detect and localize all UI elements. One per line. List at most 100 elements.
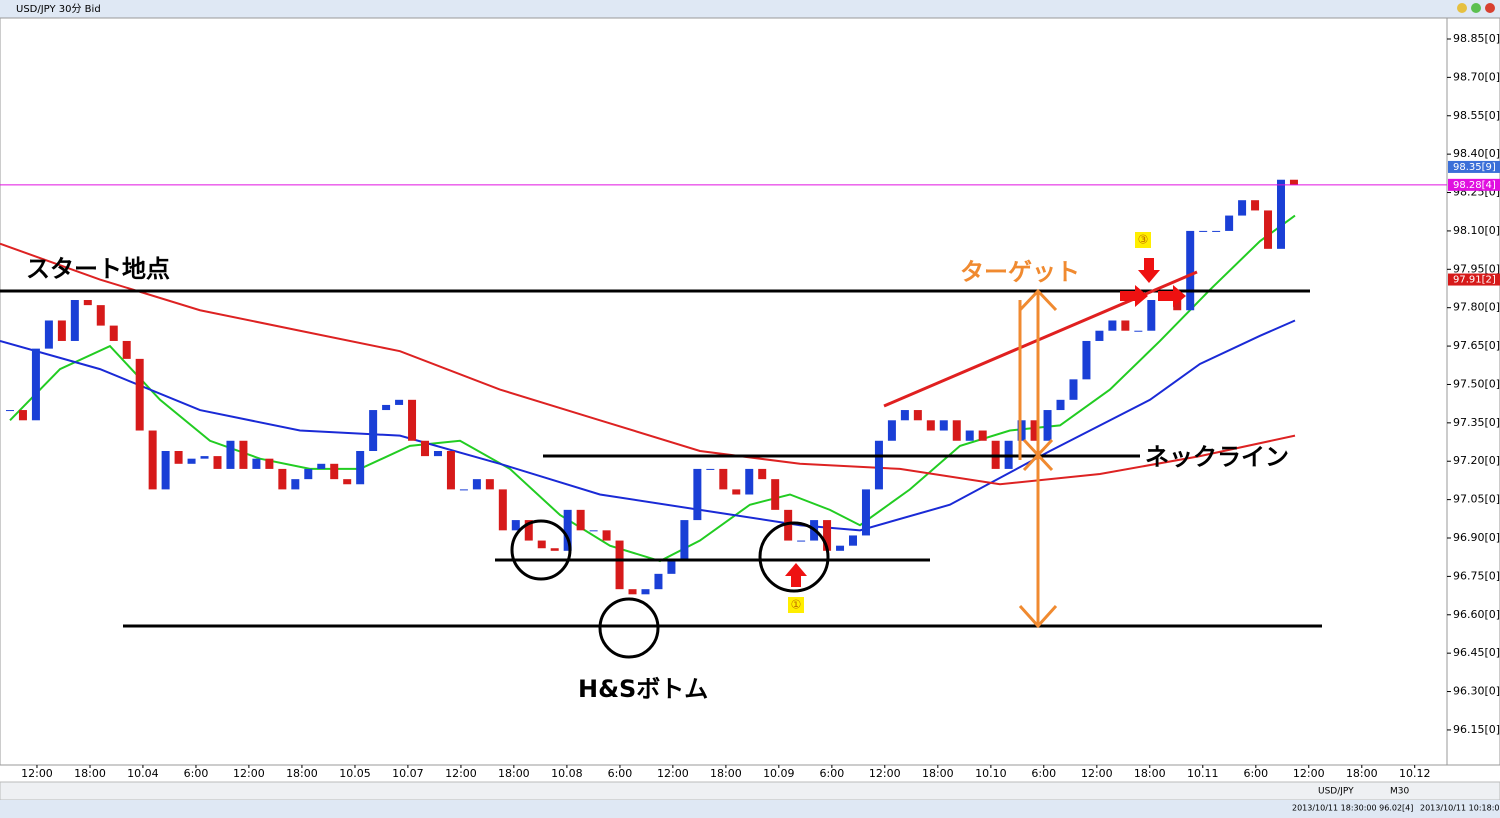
candle <box>719 468 728 490</box>
y-tick-label: 96.90[0] <box>1453 531 1500 544</box>
right-shoulder-circle <box>758 521 830 593</box>
status-timeframe[interactable]: M30 <box>1390 787 1409 797</box>
x-tick-label: 12:00 <box>869 767 901 780</box>
candle <box>96 305 105 326</box>
x-tick-label: 12:00 <box>657 767 689 780</box>
minimize-button[interactable] <box>1457 3 1467 13</box>
scrollbar[interactable] <box>0 781 1500 801</box>
annotation: ネックライン <box>1145 443 1289 471</box>
y-tick-label: 96.30[0] <box>1453 685 1500 698</box>
candle <box>771 479 780 510</box>
candle <box>667 561 676 574</box>
candle <box>57 320 66 341</box>
candle <box>848 535 857 546</box>
candle <box>511 520 520 531</box>
candle <box>161 450 170 490</box>
annotation: H&Sボトム <box>578 675 708 703</box>
candle <box>135 358 144 431</box>
candle <box>797 540 806 542</box>
x-tick-label: 18:00 <box>922 767 954 780</box>
candle <box>1069 379 1078 400</box>
y-tick-label: 96.60[0] <box>1453 608 1500 621</box>
candle <box>1147 300 1156 331</box>
drawings <box>0 270 1322 659</box>
candle <box>1276 179 1285 249</box>
candle <box>654 573 663 590</box>
candle <box>226 440 235 469</box>
candle <box>70 300 79 341</box>
y-tick-label: 96.15[0] <box>1453 723 1500 736</box>
maximize-button[interactable] <box>1471 3 1481 13</box>
candle <box>1043 410 1052 441</box>
candle <box>550 548 559 551</box>
title-bar <box>0 0 1500 18</box>
y-tick-label: 97.80[0] <box>1453 301 1500 314</box>
right-arrow <box>1158 285 1186 307</box>
candle <box>213 456 222 469</box>
candle <box>18 410 27 421</box>
candle <box>291 479 300 490</box>
candle <box>109 325 118 341</box>
moving-average <box>9 214 1296 563</box>
target-arrowhead <box>1018 288 1058 312</box>
y-tick-label: 97.20[0] <box>1453 454 1500 467</box>
price-tag-label: 98.35[9] <box>1453 162 1496 173</box>
candle <box>278 468 287 490</box>
candle <box>122 340 131 359</box>
candle <box>485 479 494 490</box>
x-tick-label: 10.08 <box>551 767 583 780</box>
x-tick-label: 6:00 <box>608 767 633 780</box>
candle <box>913 410 922 421</box>
moving-average <box>0 242 1296 486</box>
candle <box>680 520 689 562</box>
price-tag-label: 98.28[4] <box>1453 180 1496 191</box>
candle <box>408 399 417 441</box>
candle <box>433 450 442 457</box>
candle <box>1289 179 1298 185</box>
close-button[interactable] <box>1485 3 1495 13</box>
x-tick-label: 12:00 <box>1293 767 1325 780</box>
candle <box>693 468 702 521</box>
y-tick-label: 98.85[0] <box>1453 32 1500 45</box>
candle <box>628 589 637 595</box>
candle <box>758 468 767 480</box>
candle <box>952 420 961 441</box>
up-arrow <box>785 563 807 587</box>
candle <box>1121 320 1130 331</box>
x-tick-label: 10.09 <box>763 767 795 780</box>
candle <box>978 430 987 441</box>
candle <box>1238 200 1247 216</box>
candle <box>174 450 183 464</box>
candle <box>900 410 909 421</box>
price-tag <box>1448 273 1500 286</box>
candle <box>187 458 196 464</box>
status-bar <box>0 800 1500 818</box>
candle <box>887 420 896 441</box>
left-shoulder-circle <box>510 519 572 581</box>
x-tick-label: 10.04 <box>127 767 159 780</box>
candle <box>732 489 741 495</box>
right-arrow <box>1120 285 1148 307</box>
candle <box>1186 230 1195 311</box>
target-arrowhead <box>1018 604 1058 629</box>
candle <box>926 420 935 431</box>
candle <box>1264 210 1273 249</box>
status-clock: 2013/10/11 10:18:05 <box>1420 804 1500 813</box>
candle <box>304 468 313 480</box>
annotation: ターゲット <box>960 258 1080 286</box>
candle <box>563 509 572 551</box>
status-cursor: 2013/10/11 18:30:00 96.02[4] <box>1292 804 1413 813</box>
x-tick-label: 18:00 <box>286 767 318 780</box>
status-symbol[interactable]: USD/JPY <box>1318 787 1354 797</box>
annotation: ③ <box>1138 233 1149 247</box>
y-tick-label: 97.05[0] <box>1453 493 1500 506</box>
price-tag <box>1448 178 1500 191</box>
candle <box>641 589 650 595</box>
candle <box>745 468 754 495</box>
candle <box>524 520 533 541</box>
candle <box>615 540 624 590</box>
candle <box>1134 330 1143 332</box>
signal-arrows <box>785 258 1186 587</box>
candle <box>317 463 326 469</box>
